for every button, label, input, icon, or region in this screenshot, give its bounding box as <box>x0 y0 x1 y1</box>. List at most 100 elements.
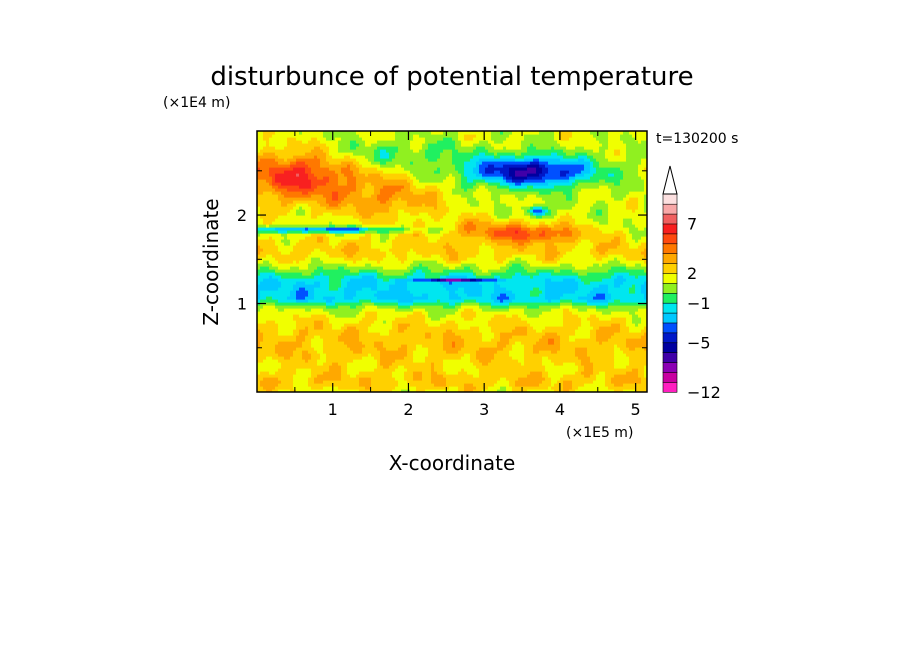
field-cell <box>476 227 489 231</box>
field-cell <box>437 197 444 201</box>
field-cell <box>320 353 327 357</box>
field-cell <box>626 344 647 348</box>
field-cell <box>365 233 372 237</box>
field-cell <box>455 224 459 228</box>
field-cell <box>392 371 405 375</box>
field-cell <box>278 260 294 264</box>
field-cell <box>593 326 600 330</box>
field-cell <box>260 371 270 375</box>
field-cell <box>257 290 261 294</box>
field-cell <box>611 380 642 384</box>
field-cell <box>296 326 306 330</box>
field-cell <box>491 272 516 276</box>
field-cell <box>581 371 594 375</box>
y-tick-label: 2 <box>237 206 247 225</box>
field-cell <box>407 314 426 318</box>
field-cell <box>527 224 540 228</box>
field-cell <box>638 227 645 231</box>
field-cell <box>365 173 369 177</box>
field-cell <box>494 284 501 288</box>
field-cell <box>623 254 645 258</box>
field-cell <box>344 173 354 177</box>
field-cell <box>314 287 330 291</box>
field-cell <box>608 302 647 306</box>
field-cell <box>545 212 552 216</box>
field-cell <box>344 197 378 201</box>
field-cell <box>329 221 333 225</box>
field-cell <box>512 314 519 318</box>
field-cell <box>620 152 627 156</box>
field-cell <box>494 356 513 360</box>
field-cell <box>479 371 531 375</box>
field-cell <box>311 179 330 183</box>
field-cell <box>461 260 498 264</box>
field-cell <box>257 146 264 150</box>
field-cell <box>545 368 579 372</box>
field-cell <box>515 170 537 174</box>
field-cell <box>611 266 627 270</box>
field-cell <box>527 185 534 189</box>
field-cell <box>446 248 456 252</box>
field-cell <box>296 161 306 165</box>
field-cell <box>449 281 453 285</box>
field-cell <box>530 233 540 237</box>
field-cell <box>275 350 294 354</box>
field-cell <box>554 338 561 342</box>
field-cell <box>635 263 642 267</box>
field-cell <box>461 140 480 144</box>
field-cell <box>335 170 342 174</box>
field-cell <box>581 317 588 321</box>
field-cell <box>590 170 597 174</box>
field-cell <box>503 176 507 180</box>
field-cell <box>494 383 510 387</box>
field-cell <box>545 254 558 258</box>
field-cell <box>413 233 420 237</box>
field-cell <box>296 212 306 216</box>
field-cell <box>620 329 630 333</box>
field-cell <box>278 368 297 372</box>
field-cell <box>596 308 639 312</box>
field-cell <box>479 329 492 333</box>
field-cell <box>398 326 408 330</box>
field-cell <box>536 227 552 231</box>
field-cell <box>371 263 411 267</box>
field-cell <box>590 248 597 252</box>
field-cell <box>560 221 570 225</box>
field-cell <box>263 386 276 390</box>
field-cell <box>422 230 429 234</box>
field-cell <box>383 365 390 369</box>
field-cell <box>632 320 642 324</box>
field-cell <box>362 194 372 198</box>
field-cell <box>578 326 594 330</box>
field-cell <box>614 350 624 354</box>
field-cell <box>512 275 531 279</box>
field-cell <box>344 155 351 159</box>
colorbar-swatch <box>662 213 678 225</box>
field-cell <box>626 236 633 240</box>
field-cell <box>527 230 543 234</box>
field-cell <box>278 359 306 363</box>
field-cell <box>515 173 528 177</box>
field-cell <box>491 131 501 135</box>
field-cell <box>341 332 360 336</box>
field-cell <box>482 362 489 366</box>
field-cell <box>359 248 381 252</box>
field-cell <box>278 287 294 291</box>
field-cell <box>569 176 576 180</box>
field-cell <box>293 245 333 249</box>
field-cell <box>533 143 561 147</box>
field-cell <box>632 236 642 240</box>
field-cell <box>443 332 456 336</box>
field-cell <box>302 140 309 144</box>
field-cell <box>377 284 390 288</box>
field-cell <box>629 131 647 135</box>
field-cell <box>632 233 647 237</box>
field-cell <box>530 371 543 375</box>
field-cell <box>347 362 378 366</box>
field-cell <box>398 233 414 237</box>
field-cell <box>497 281 546 285</box>
field-cell <box>467 179 474 183</box>
field-cell <box>296 347 315 351</box>
field-cell <box>299 239 318 243</box>
field-cell <box>287 236 306 240</box>
